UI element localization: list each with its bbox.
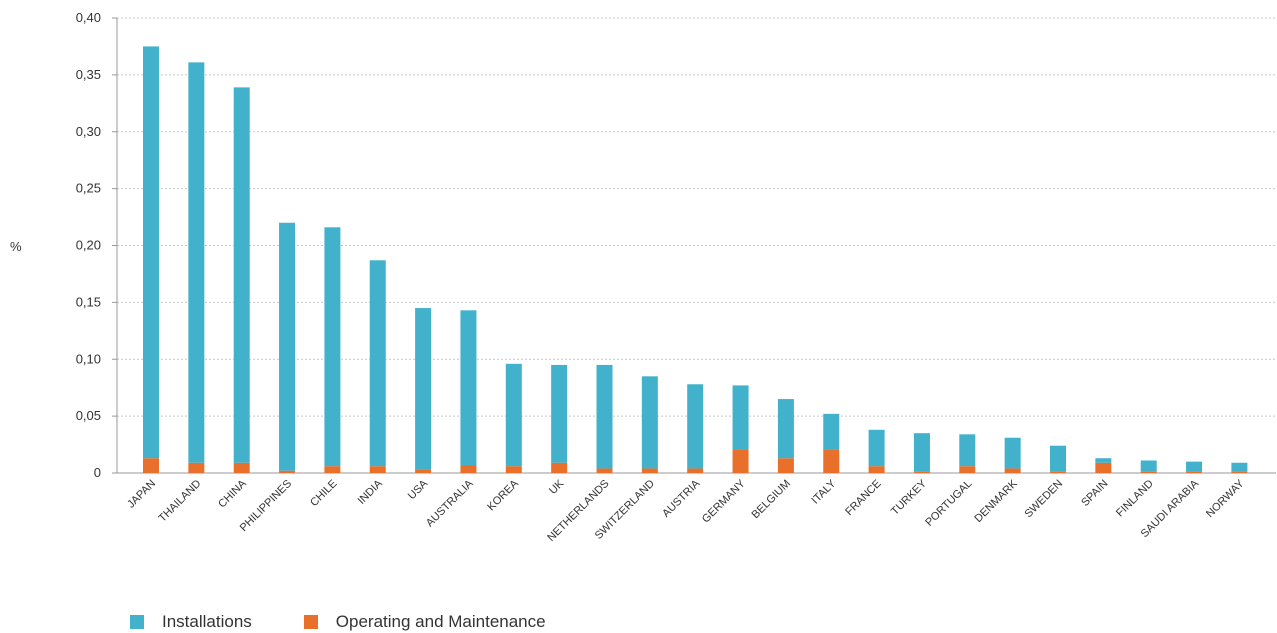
bar-operating-and-maintenance-japan	[143, 458, 159, 473]
x-tick-label: TURKEY	[889, 477, 930, 518]
bar-operating-and-maintenance-philippines	[279, 470, 296, 473]
bar-operating-and-maintenance-saudi-arabia	[1186, 471, 1203, 473]
x-tick-label: ITALY	[809, 477, 838, 506]
x-tick-label: AUSTRALIA	[424, 477, 476, 529]
x-tick-label: FRANCE	[843, 478, 883, 518]
bar-installations-uk	[551, 364, 568, 463]
x-tick-label: CHILE	[308, 478, 339, 509]
x-tick-label: INDIA	[356, 477, 386, 507]
x-tick-label: SWEDEN	[1022, 478, 1065, 521]
bar-installations-australia	[460, 310, 477, 466]
bar-installations-chile	[324, 227, 341, 467]
bar-installations-netherlands	[596, 364, 613, 469]
bar-operating-and-maintenance-finland	[1140, 471, 1157, 473]
legend-label-operating-maintenance: Operating and Maintenance	[335, 612, 546, 631]
x-tick-label: KOREA	[485, 477, 521, 513]
bar-installations-saudi-arabia	[1186, 461, 1203, 472]
x-tick-label: USA	[406, 477, 431, 502]
y-tick-label: 0,20	[76, 238, 101, 253]
bar-installations-india	[369, 260, 386, 467]
y-axis-label: %	[10, 239, 22, 254]
bar-operating-and-maintenance-germany	[732, 449, 749, 473]
x-tick-label: DENMARK	[972, 477, 1020, 525]
x-tick-label: PORTUGAL	[923, 478, 974, 529]
bar-installations-portugal	[959, 434, 976, 467]
y-tick-label: 0,10	[76, 351, 101, 366]
bar-installations-france	[868, 429, 885, 467]
x-tick-label: UK	[547, 477, 567, 497]
bar-operating-and-maintenance-portugal	[959, 466, 976, 473]
x-tick-label: BELGIUM	[750, 478, 793, 521]
bar-operating-and-maintenance-china	[233, 462, 250, 473]
bar-installations-spain	[1095, 458, 1112, 463]
y-tick-label: 0,15	[76, 294, 101, 309]
bar-installations-usa	[415, 308, 432, 470]
legend-label-installations: Installations	[162, 612, 252, 631]
y-tick-label: 0,05	[76, 408, 101, 423]
bar-installations-japan	[143, 46, 159, 459]
bar-operating-and-maintenance-denmark	[1004, 468, 1021, 473]
y-tick-label: 0,25	[76, 181, 101, 196]
bar-operating-and-maintenance-sweden	[1050, 471, 1066, 473]
legend-item-installations: Installations	[130, 612, 252, 632]
bar-installations-china	[233, 87, 250, 463]
bar-installations-sweden	[1050, 445, 1066, 472]
bar-installations-philippines	[279, 222, 296, 471]
bar-operating-and-maintenance-france	[868, 466, 885, 473]
bar-operating-and-maintenance-turkey	[913, 471, 930, 473]
bar-operating-and-maintenance-india	[369, 466, 386, 473]
grid-lines	[117, 17, 1276, 474]
bar-operating-and-maintenance-korea	[505, 466, 522, 473]
bar-installations-austria	[687, 384, 704, 469]
bar-operating-and-maintenance-thailand	[188, 462, 205, 473]
legend-swatch-operating-maintenance	[303, 615, 318, 629]
y-tick-label: 0,30	[76, 124, 101, 139]
bar-operating-and-maintenance-austria	[687, 468, 704, 473]
bar-operating-and-maintenance-norway	[1231, 471, 1248, 473]
bar-operating-and-maintenance-spain	[1095, 462, 1112, 473]
bar-installations-turkey	[913, 433, 930, 472]
y-tick-label: 0,40	[76, 10, 101, 25]
bar-installations-finland	[1140, 460, 1157, 472]
y-axis: 0 0,05 0,10 0,15 0,20 0,25 0,30 0,35 0,40	[76, 10, 118, 480]
legend-swatch-installations	[130, 615, 144, 629]
x-tick-label: GERMANY	[700, 477, 748, 525]
bar-installations-italy	[823, 413, 840, 450]
bar-operating-and-maintenance-uk	[551, 462, 568, 473]
bar-operating-and-maintenance-australia	[460, 465, 477, 473]
bar-operating-and-maintenance-usa	[415, 469, 432, 473]
bar-installations-norway	[1231, 462, 1248, 472]
legend: Installations Operating and Maintenance	[130, 612, 598, 632]
y-tick-label: 0,35	[76, 67, 101, 82]
bar-operating-and-maintenance-chile	[324, 466, 341, 473]
x-tick-label: CHINA	[216, 477, 249, 510]
legend-item-operating-maintenance: Operating and Maintenance	[303, 612, 546, 632]
bar-operating-and-maintenance-switzerland	[641, 468, 658, 473]
bar-operating-and-maintenance-italy	[823, 449, 840, 473]
bar-installations-denmark	[1004, 437, 1021, 469]
x-tick-label: THAILAND	[157, 478, 204, 525]
x-tick-label: FINLAND	[1114, 478, 1156, 520]
bars	[143, 46, 1248, 473]
x-tick-label: SPAIN	[1079, 478, 1110, 509]
bar-installations-germany	[732, 385, 749, 450]
bar-operating-and-maintenance-netherlands	[596, 468, 613, 473]
x-tick-label: NORWAY	[1204, 477, 1247, 520]
x-tick-label: AUSTRIA	[660, 477, 703, 520]
bar-installations-korea	[505, 363, 522, 467]
y-tick-label: 0	[94, 465, 101, 480]
bar-installations-switzerland	[641, 376, 658, 469]
bar-installations-thailand	[188, 62, 205, 463]
bar-operating-and-maintenance-belgium	[777, 458, 794, 473]
bar-installations-belgium	[777, 399, 794, 459]
x-tick-label: JAPAN	[125, 478, 158, 511]
